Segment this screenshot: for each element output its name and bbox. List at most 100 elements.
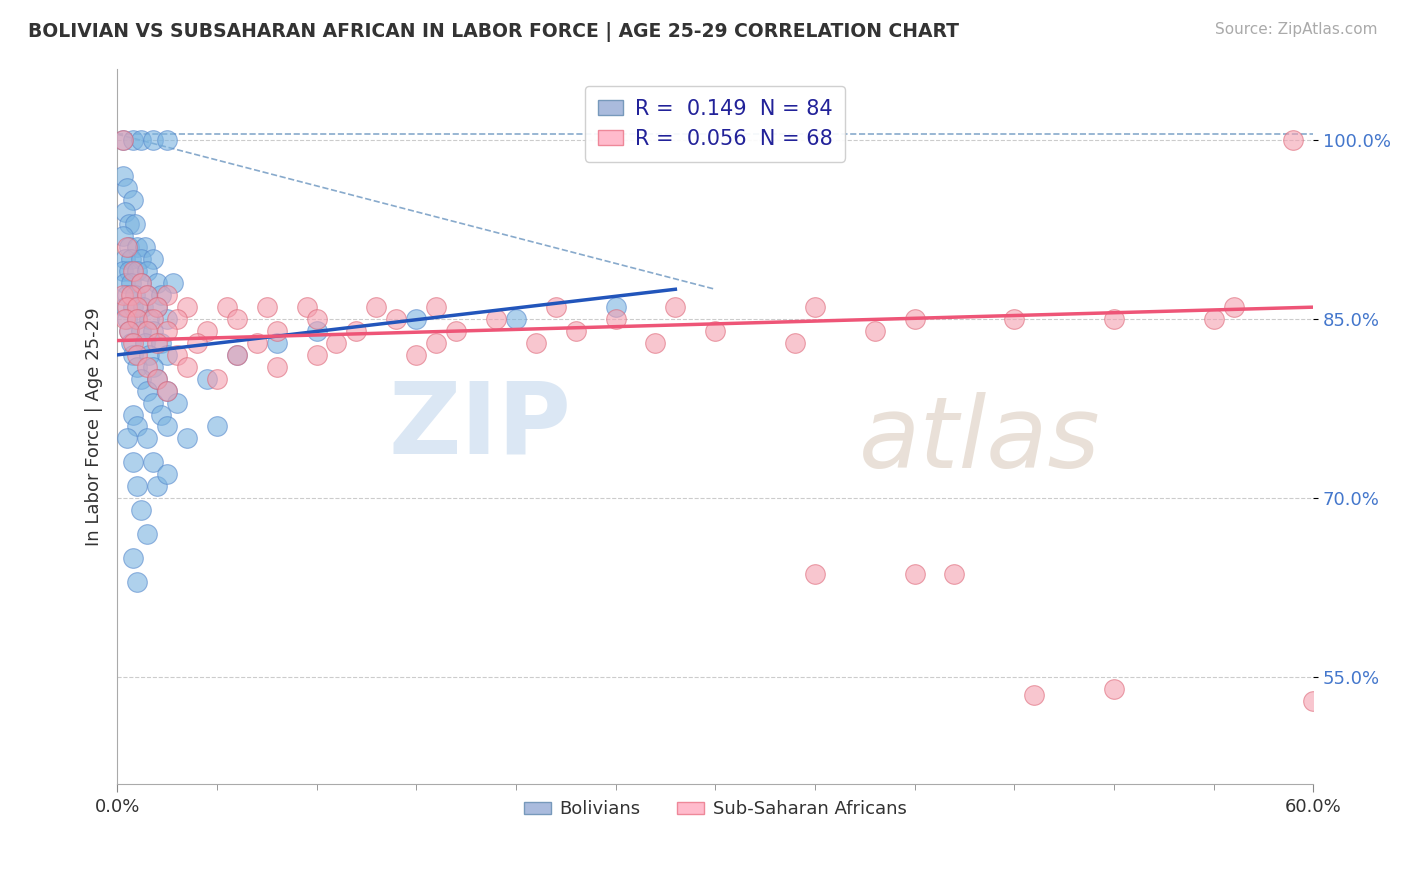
Point xyxy=(127,240,149,254)
Point xyxy=(118,324,141,338)
Point xyxy=(129,503,152,517)
Point xyxy=(142,252,165,267)
Point xyxy=(162,277,184,291)
Point xyxy=(120,277,142,291)
Point xyxy=(136,384,159,398)
Point xyxy=(1102,681,1125,696)
Point xyxy=(142,359,165,374)
Point xyxy=(127,419,149,434)
Point xyxy=(903,312,925,326)
Point xyxy=(156,312,179,326)
Point xyxy=(146,479,169,493)
Point xyxy=(385,312,408,326)
Point xyxy=(1302,694,1324,708)
Point xyxy=(195,324,218,338)
Point xyxy=(127,300,149,314)
Point xyxy=(142,312,165,326)
Point xyxy=(118,264,141,278)
Point xyxy=(120,335,142,350)
Point xyxy=(118,324,141,338)
Point xyxy=(1102,312,1125,326)
Point xyxy=(118,240,141,254)
Point xyxy=(134,335,156,350)
Point xyxy=(205,419,228,434)
Point xyxy=(1024,688,1046,702)
Point xyxy=(305,348,328,362)
Point xyxy=(115,240,138,254)
Point xyxy=(114,277,136,291)
Point xyxy=(266,335,288,350)
Point xyxy=(136,264,159,278)
Point xyxy=(425,300,447,314)
Point xyxy=(156,384,179,398)
Point xyxy=(129,252,152,267)
Y-axis label: In Labor Force | Age 25-29: In Labor Force | Age 25-29 xyxy=(86,307,103,546)
Point xyxy=(112,133,135,147)
Point xyxy=(142,324,165,338)
Point xyxy=(156,348,179,362)
Point xyxy=(122,348,145,362)
Point xyxy=(943,567,966,582)
Point xyxy=(266,324,288,338)
Point xyxy=(134,240,156,254)
Point xyxy=(122,133,145,147)
Point xyxy=(127,312,149,326)
Point xyxy=(122,300,145,314)
Point xyxy=(485,312,508,326)
Point xyxy=(127,264,149,278)
Point xyxy=(644,335,666,350)
Point xyxy=(136,324,159,338)
Point xyxy=(136,526,159,541)
Point xyxy=(122,550,145,565)
Point xyxy=(122,335,145,350)
Point xyxy=(903,567,925,582)
Point xyxy=(215,300,238,314)
Point xyxy=(129,372,152,386)
Point xyxy=(129,133,152,147)
Point xyxy=(1202,312,1225,326)
Point xyxy=(114,252,136,267)
Point xyxy=(156,419,179,434)
Point xyxy=(146,277,169,291)
Point xyxy=(127,574,149,589)
Point xyxy=(564,324,586,338)
Point xyxy=(142,133,165,147)
Point xyxy=(156,133,179,147)
Point xyxy=(129,277,152,291)
Point xyxy=(146,300,169,314)
Point xyxy=(505,312,527,326)
Point xyxy=(112,264,135,278)
Point xyxy=(195,372,218,386)
Point xyxy=(115,300,138,314)
Point xyxy=(1282,133,1305,147)
Point xyxy=(122,193,145,207)
Point xyxy=(136,431,159,445)
Point xyxy=(127,479,149,493)
Point xyxy=(136,288,159,302)
Point xyxy=(405,312,427,326)
Point xyxy=(115,431,138,445)
Text: Source: ZipAtlas.com: Source: ZipAtlas.com xyxy=(1215,22,1378,37)
Point xyxy=(127,348,149,362)
Point xyxy=(205,372,228,386)
Point xyxy=(405,348,427,362)
Point xyxy=(156,384,179,398)
Point xyxy=(256,300,278,314)
Point xyxy=(664,300,686,314)
Point xyxy=(136,288,159,302)
Point xyxy=(225,348,247,362)
Point xyxy=(146,300,169,314)
Point xyxy=(225,348,247,362)
Point xyxy=(142,455,165,469)
Point xyxy=(112,228,135,243)
Point xyxy=(176,431,198,445)
Point xyxy=(112,288,135,302)
Point xyxy=(156,467,179,482)
Text: BOLIVIAN VS SUBSAHARAN AFRICAN IN LABOR FORCE | AGE 25-29 CORRELATION CHART: BOLIVIAN VS SUBSAHARAN AFRICAN IN LABOR … xyxy=(28,22,959,42)
Point xyxy=(305,312,328,326)
Point xyxy=(605,312,627,326)
Point xyxy=(132,300,155,314)
Point xyxy=(704,324,727,338)
Point xyxy=(120,252,142,267)
Point xyxy=(150,335,173,350)
